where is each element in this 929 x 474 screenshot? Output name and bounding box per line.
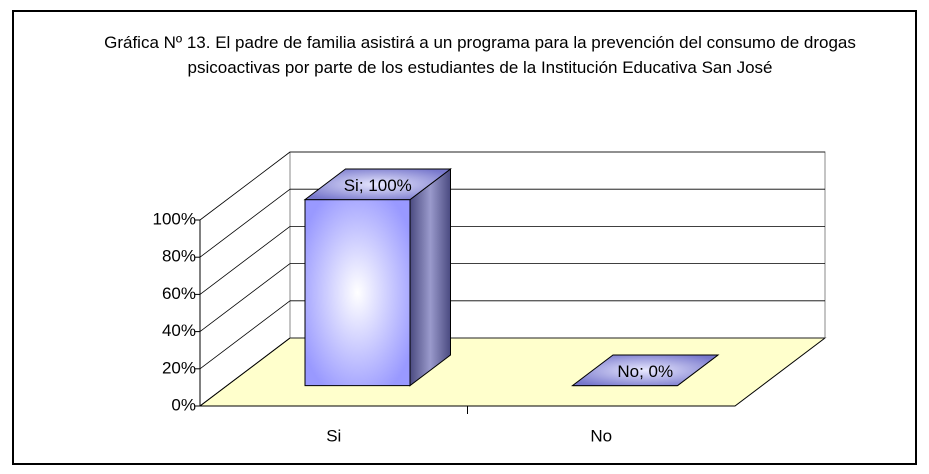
grid-line [199,300,291,370]
x-tick-label: No [590,426,612,445]
y-tick-label: 40% [162,321,196,340]
data-label: Si; 100% [344,176,412,195]
bar-top [571,354,720,387]
grid-line [199,188,291,258]
y-tick-label: 60% [162,284,196,303]
data-label: No; 0% [617,362,673,381]
x-tick-label: Si [326,426,341,445]
bar-top [303,168,452,201]
frame [12,10,917,465]
y-tick-label: 20% [162,358,196,377]
grid-line [199,226,291,295]
grid-line [199,263,291,332]
grid-line [199,151,291,221]
floor [198,337,827,407]
grid-line [199,337,291,407]
y-tick-label: 80% [162,247,196,266]
y-tick-label: 100% [153,209,196,228]
y-tick-label: 0% [171,395,196,414]
bar-side [409,167,451,387]
bar-front [304,199,411,387]
chart-title: Gráfica Nº 13. El padre de familia asist… [104,33,856,77]
